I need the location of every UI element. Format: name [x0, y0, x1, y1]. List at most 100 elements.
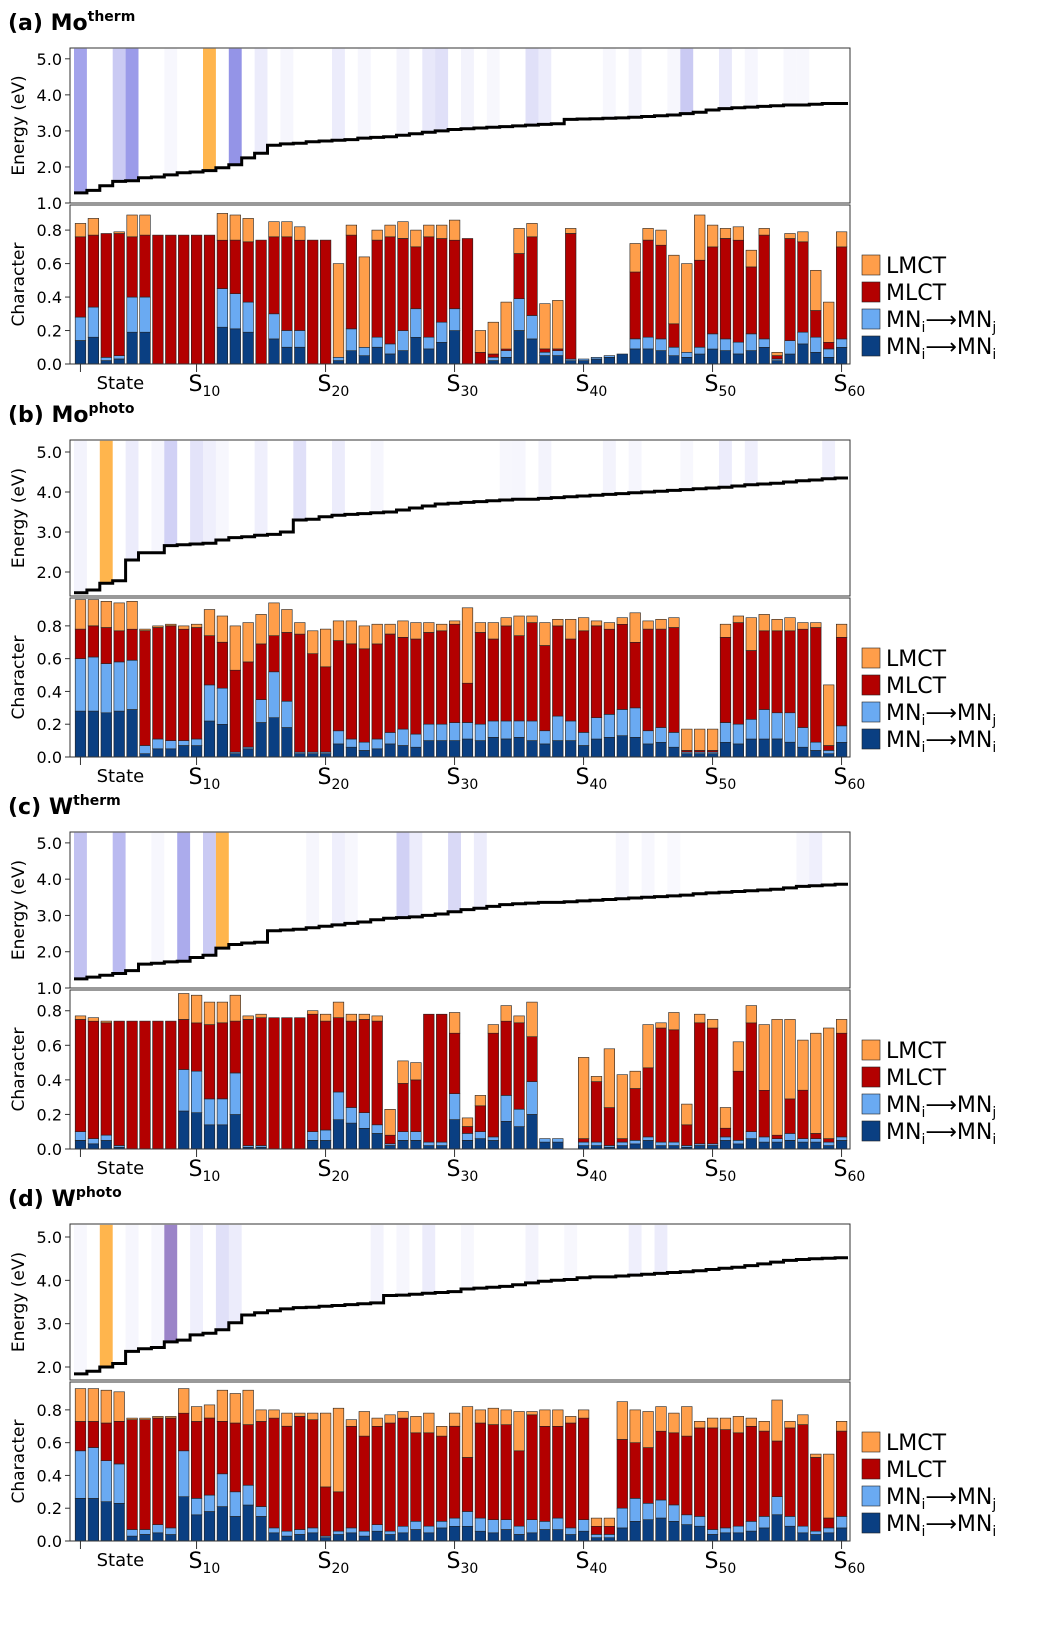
bar-lmct	[758, 614, 770, 632]
bar-lmct	[332, 263, 345, 358]
bar-mlct	[319, 1020, 332, 1131]
bar-mnii	[423, 348, 435, 365]
bar-mnii	[500, 1121, 512, 1150]
bar-lmct	[835, 623, 848, 638]
bar-mlct	[165, 1020, 177, 1150]
bar-mnii	[178, 1110, 190, 1150]
bar-mnii	[835, 1140, 848, 1150]
xtick-label: S40	[576, 1157, 608, 1185]
bar-mnii	[203, 1124, 216, 1150]
bar-mnii	[358, 750, 370, 758]
bar-mnij	[603, 714, 615, 738]
xtick-label: S60	[834, 765, 866, 793]
bar-lmct	[745, 249, 757, 268]
state-highlight	[74, 440, 87, 593]
bar-lmct	[448, 620, 461, 625]
bar-mnij	[565, 720, 577, 741]
bar-lmct	[294, 226, 306, 241]
bar-mnij	[487, 356, 499, 361]
xtick-label-main: S	[318, 372, 332, 397]
bar-mlct	[590, 1081, 603, 1143]
bar-mlct	[461, 1457, 474, 1512]
bar-lmct	[655, 1406, 667, 1432]
state-highlight	[461, 1224, 474, 1289]
bar-mnii	[255, 1516, 267, 1542]
bar-mnij	[410, 1131, 422, 1141]
bar-mnij	[565, 1527, 577, 1535]
state-highlight	[654, 1224, 668, 1274]
bar-mnij	[165, 1527, 177, 1535]
bar-mnij	[642, 730, 654, 745]
bar-mlct	[668, 323, 680, 348]
bar-lmct	[784, 1421, 796, 1429]
bar-mnij	[126, 1529, 138, 1537]
bar-mnij	[706, 1529, 719, 1535]
bar-mnii	[461, 1525, 474, 1542]
state-highlight	[151, 1224, 165, 1348]
bar-mlct	[719, 1429, 732, 1529]
bar-mlct	[139, 1419, 151, 1530]
legend-swatch	[861, 1039, 881, 1061]
bar-mnii	[758, 346, 770, 365]
state-highlight	[422, 1224, 436, 1294]
bar-mlct	[371, 1426, 383, 1526]
bar-mnii	[616, 353, 628, 365]
bar-mnii	[668, 1521, 680, 1542]
bar-lmct	[229, 625, 241, 671]
state-highlight	[719, 440, 732, 488]
bar-mnii	[345, 350, 358, 365]
bar-mlct	[823, 341, 835, 350]
bar-mnij	[526, 315, 538, 340]
state-highlight	[99, 440, 113, 584]
bar-mnij	[810, 1138, 822, 1143]
bar-mlct	[191, 234, 203, 365]
bar-mlct	[835, 246, 848, 340]
bar-lmct	[216, 615, 229, 643]
bar-mnii	[513, 330, 525, 365]
state-highlight	[396, 832, 410, 918]
bar-mnii	[513, 1126, 525, 1150]
bar-mnij	[332, 356, 345, 361]
bar-mnij	[823, 1141, 835, 1146]
bar-mlct	[423, 632, 435, 725]
bar-mnij	[384, 732, 396, 745]
bar-lmct	[100, 1020, 112, 1024]
bar-mnii	[139, 331, 151, 365]
bar-lmct	[74, 223, 87, 238]
bar-mlct	[345, 234, 358, 330]
bar-mnii	[552, 740, 564, 758]
bar-mnii	[668, 746, 680, 758]
legend-label-sub: j	[991, 1497, 996, 1513]
bar-lmct	[436, 1426, 448, 1437]
bar-mlct	[629, 641, 641, 709]
bar-mnij	[436, 1521, 448, 1529]
panel-c: (c) Wtherm 1.0 2.0 3.0 4.0 5.0 Energy (eV) 0.0 0…	[8, 793, 996, 1185]
bar-mnij	[384, 343, 396, 355]
bar-mlct	[229, 239, 241, 295]
bar-mnii	[371, 1530, 383, 1542]
bar-mnij	[100, 1134, 112, 1141]
bar-mnij	[745, 333, 757, 351]
bar-lmct	[436, 224, 448, 239]
state-highlight	[538, 48, 552, 125]
bar-mlct	[178, 1412, 190, 1452]
bar-mnii	[358, 1535, 370, 1542]
bar-mlct	[500, 625, 512, 722]
bar-lmct	[681, 263, 693, 353]
bar-lmct	[629, 1070, 641, 1089]
bar-mnij	[203, 1494, 216, 1512]
bar-mnij	[823, 750, 835, 755]
bar-mlct	[577, 1417, 590, 1520]
energy-ylabel: Energy (eV)	[9, 75, 29, 175]
bar-mnij	[216, 288, 229, 328]
bar-lmct	[732, 1416, 744, 1434]
bar-lmct	[603, 622, 615, 630]
bar-mnii	[629, 348, 641, 365]
bar-lmct	[448, 1012, 461, 1034]
bar-lmct	[513, 615, 525, 637]
xtick-label: S50	[705, 372, 737, 400]
xtick-label-main: S	[447, 765, 461, 790]
bar-mnij	[423, 336, 435, 350]
state-highlight	[332, 832, 345, 925]
bar-mnij	[100, 663, 112, 714]
